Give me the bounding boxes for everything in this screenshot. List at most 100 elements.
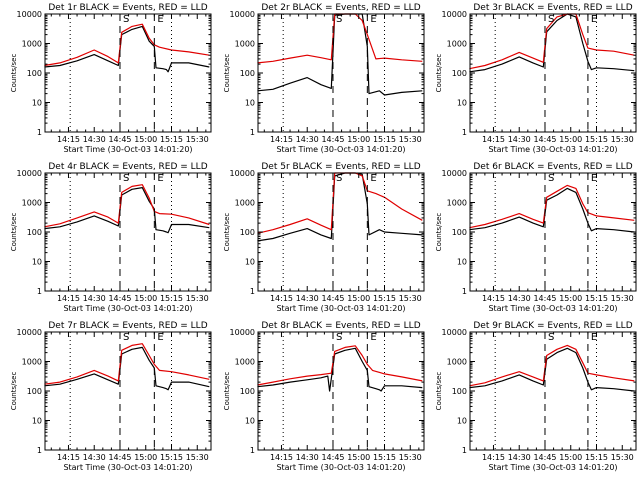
y-tick-label: 1000 bbox=[447, 199, 467, 208]
events-series-line bbox=[44, 25, 210, 73]
y-tick-label: 10 bbox=[32, 417, 42, 426]
y-axis-label: Counts/sec bbox=[435, 213, 443, 252]
y-tick-label: 10000 bbox=[230, 10, 255, 19]
marker-label: S bbox=[123, 332, 129, 343]
marker-label: E bbox=[591, 173, 597, 184]
marker-label: E bbox=[370, 173, 376, 184]
x-tick-label: 15:30 bbox=[186, 453, 209, 462]
y-tick-label: 1000 bbox=[22, 40, 42, 49]
x-tick-label: 14:45 bbox=[533, 135, 556, 144]
marker-label: E bbox=[370, 332, 376, 343]
y-tick-label: 10 bbox=[245, 99, 255, 108]
marker-label: E bbox=[591, 14, 597, 25]
x-tick-label: 15:30 bbox=[186, 294, 209, 303]
y-axis-label: Counts/sec bbox=[223, 54, 231, 93]
y-tick-label: 1 bbox=[250, 287, 255, 296]
marker-label: E bbox=[157, 173, 163, 184]
marker-label: S bbox=[548, 173, 554, 184]
marker-label: S bbox=[123, 14, 129, 25]
lld-series-line bbox=[44, 23, 210, 67]
y-tick-label: 1000 bbox=[235, 358, 255, 367]
x-axis-label: Start Time (30-Oct-03 14:01:20) bbox=[63, 304, 192, 313]
y-tick-label: 1000 bbox=[447, 40, 467, 49]
marker-label: S bbox=[548, 14, 554, 25]
x-tick-label: 14:15 bbox=[270, 453, 293, 462]
x-tick-label: 15:30 bbox=[611, 135, 634, 144]
y-axis-label: Counts/sec bbox=[435, 372, 443, 411]
x-tick-label: 14:30 bbox=[83, 294, 106, 303]
x-axis-label: Start Time (30-Oct-03 14:01:20) bbox=[63, 463, 192, 472]
x-tick-label: 15:15 bbox=[373, 135, 396, 144]
y-axis-label: Counts/sec bbox=[10, 54, 18, 93]
y-tick-label: 1000 bbox=[447, 358, 467, 367]
y-tick-label: 10 bbox=[32, 99, 42, 108]
x-tick-label: 14:45 bbox=[321, 294, 344, 303]
marker-label: E bbox=[157, 14, 163, 25]
marker-label: E bbox=[370, 14, 376, 25]
x-tick-label: 15:00 bbox=[559, 294, 582, 303]
x-tick-label: 14:15 bbox=[270, 135, 293, 144]
panel-title: Det 9r BLACK = Events, RED = LLD bbox=[473, 321, 632, 331]
y-tick-label: 100 bbox=[452, 69, 467, 78]
x-tick-label: 15:30 bbox=[399, 453, 422, 462]
marker-label: S bbox=[123, 173, 129, 184]
x-tick-label: 14:30 bbox=[296, 453, 319, 462]
x-tick-label: 15:15 bbox=[585, 135, 608, 144]
x-tick-label: 15:30 bbox=[611, 453, 634, 462]
x-tick-label: 14:30 bbox=[508, 294, 531, 303]
x-axis-label: Start Time (30-Oct-03 14:01:20) bbox=[276, 463, 405, 472]
x-tick-label: 14:15 bbox=[482, 294, 505, 303]
y-tick-label: 10 bbox=[245, 417, 255, 426]
y-axis-label: Counts/sec bbox=[10, 213, 18, 252]
y-tick-label: 1 bbox=[462, 287, 467, 296]
x-tick-label: 14:15 bbox=[57, 294, 80, 303]
y-tick-label: 1000 bbox=[235, 199, 255, 208]
x-tick-label: 14:45 bbox=[108, 135, 131, 144]
x-tick-label: 14:30 bbox=[296, 135, 319, 144]
events-series-line bbox=[469, 13, 635, 73]
y-tick-label: 10000 bbox=[230, 328, 255, 337]
x-tick-label: 14:15 bbox=[482, 453, 505, 462]
x-tick-label: 14:30 bbox=[296, 294, 319, 303]
y-axis-label: Counts/sec bbox=[223, 213, 231, 252]
x-tick-label: 14:30 bbox=[83, 135, 106, 144]
y-tick-label: 1 bbox=[462, 128, 467, 137]
y-tick-label: 10000 bbox=[17, 169, 42, 178]
y-tick-label: 100 bbox=[452, 228, 467, 237]
x-tick-label: 15:30 bbox=[399, 135, 422, 144]
x-tick-label: 15:00 bbox=[559, 453, 582, 462]
marker-label: S bbox=[336, 173, 342, 184]
marker-label: S bbox=[336, 14, 342, 25]
x-axis-label: Start Time (30-Oct-03 14:01:20) bbox=[488, 304, 617, 313]
y-tick-label: 100 bbox=[27, 69, 42, 78]
x-tick-label: 15:15 bbox=[160, 453, 183, 462]
marker-label: E bbox=[591, 332, 597, 343]
y-tick-label: 1000 bbox=[22, 358, 42, 367]
x-axis-label: Start Time (30-Oct-03 14:01:20) bbox=[276, 304, 405, 313]
x-axis-label: Start Time (30-Oct-03 14:01:20) bbox=[63, 145, 192, 154]
x-tick-label: 15:15 bbox=[585, 294, 608, 303]
lld-series-line bbox=[469, 184, 635, 229]
lld-series-line bbox=[257, 345, 423, 386]
panel-title: Det 8r BLACK = Events, RED = LLD bbox=[261, 321, 420, 331]
y-axis-label: Counts/sec bbox=[10, 372, 18, 411]
panel-title: Det 3r BLACK = Events, RED = LLD bbox=[473, 3, 632, 13]
x-tick-label: 15:15 bbox=[585, 453, 608, 462]
events-series-line bbox=[44, 187, 210, 234]
x-tick-label: 14:45 bbox=[108, 294, 131, 303]
x-tick-label: 15:15 bbox=[373, 453, 396, 462]
x-tick-label: 14:15 bbox=[57, 453, 80, 462]
y-tick-label: 1 bbox=[250, 446, 255, 455]
panel-title: Det 6r BLACK = Events, RED = LLD bbox=[473, 162, 632, 172]
x-tick-label: 14:30 bbox=[508, 135, 531, 144]
x-tick-label: 14:45 bbox=[533, 294, 556, 303]
y-tick-label: 100 bbox=[240, 387, 255, 396]
x-tick-label: 15:30 bbox=[399, 294, 422, 303]
x-tick-label: 14:15 bbox=[482, 135, 505, 144]
y-tick-label: 10 bbox=[457, 258, 467, 267]
